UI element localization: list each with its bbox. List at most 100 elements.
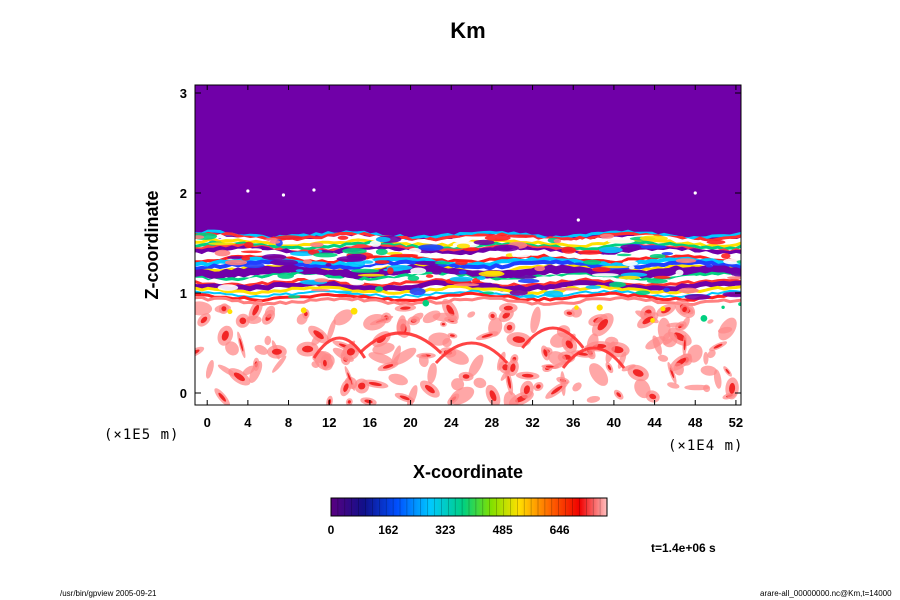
band-blob [661,252,674,256]
band-blob [455,260,468,266]
band-blob [706,239,726,245]
speck [300,307,307,314]
lower-blob [392,347,417,366]
band-blob [639,245,667,249]
y-unit-label: (×1E5 m) [104,427,179,443]
lower-blob-core [271,348,282,355]
lower-blob-core [616,392,622,398]
lower-blob [432,312,457,322]
band-blob [415,261,442,266]
lower-blob [249,360,263,383]
band-blob [509,289,528,296]
lower-blob-core [490,313,495,319]
band-blob [369,240,381,247]
x-tick-label: 8 [285,415,292,430]
band-blob [646,278,668,284]
lower-blob [264,335,272,346]
band-blob [730,269,741,277]
lower-blob [530,306,541,334]
x-tick-label: 0 [204,415,211,430]
band-blob [554,287,581,291]
band-blob [736,260,741,264]
lower-blob-core [252,304,260,316]
lower-blob [451,378,465,391]
band-blob [449,276,473,282]
band-blob [241,256,251,261]
lower-streak [358,331,443,355]
band-blob [214,249,231,257]
lower-blob [473,377,487,389]
band-blob [553,238,562,244]
lower-blob [681,316,690,330]
band-blob [432,270,442,275]
lower-blob-core [683,339,686,351]
lower-blob-core [313,330,324,340]
lower-blob [645,336,666,350]
band-blob [462,247,480,252]
lower-blob-core [382,364,394,369]
band-blob [507,234,537,238]
x-tick-label: 48 [688,415,702,430]
band-blob [607,238,635,244]
lower-blob [444,348,469,365]
lower-blob-core [543,349,548,357]
lower-blob-core [221,306,227,312]
lower-blob-core [536,384,541,389]
band-blob [311,288,331,292]
band-blob [663,287,671,293]
band-blob [473,239,495,245]
lower-blob [589,363,609,386]
x-tick-label: 52 [729,415,743,430]
band-blob [598,246,623,254]
colorbar-tick-label: 323 [435,523,455,537]
lower-blob-core [521,373,534,378]
lower-blob [496,351,506,371]
lower-blob-core [400,306,411,310]
upper-dot [576,218,580,222]
band-blob [483,270,503,276]
lower-blob [363,313,387,331]
lower-blob-core [729,382,736,394]
lower-blob [333,309,353,326]
colorbar-tick-label: 485 [493,523,513,537]
speck [650,318,655,323]
band-blob [585,285,602,290]
band-blob [639,235,668,242]
chart-title: Km [450,18,485,43]
field-layers [195,85,741,405]
lower-blob [572,382,582,392]
lower-blob-core [503,305,513,311]
x-tick-label: 36 [566,415,580,430]
band-blob [224,259,248,266]
lower-blob-core [632,369,644,377]
band-blob [418,244,444,251]
lower-blob-core [302,345,314,353]
band-blob [684,294,711,300]
band-blob [309,242,324,248]
band-blob [357,273,385,277]
band-blob [622,260,638,267]
lower-blob-core [399,395,410,401]
band-blob [261,254,287,261]
lower-blob [586,395,601,403]
lower-blob-core [510,363,516,372]
lower-blob-core [322,359,327,367]
band-strip [195,291,741,303]
band-blob [374,260,390,264]
band-blob [723,258,741,265]
band-blob [408,247,422,254]
band-blob [721,253,731,259]
band-blob [342,248,367,254]
upper-dot [312,188,316,192]
lower-streak [521,326,585,349]
lower-blob-core [441,322,446,326]
band-blob [534,265,546,272]
band-blob [314,278,329,283]
upper-dot [246,189,250,193]
lower-blob-core [368,381,382,387]
lower-blob-core [358,382,366,390]
lower-blob [552,361,567,370]
speck [574,305,579,310]
band-blob [350,268,380,273]
band-blob [410,267,427,275]
